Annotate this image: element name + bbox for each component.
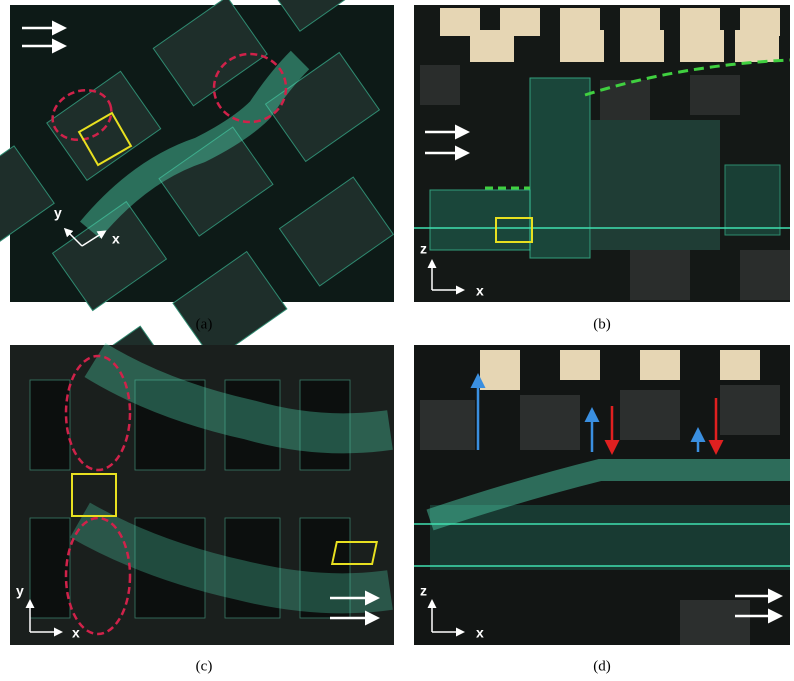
- caption: (a): [196, 316, 213, 332]
- axis-label: x: [476, 283, 484, 299]
- caption: (d): [593, 658, 611, 674]
- figure: y x (a) z x (b): [0, 0, 794, 681]
- axis-label: x: [476, 625, 484, 641]
- axis-label: z: [420, 241, 427, 257]
- panel-b: z x (b): [414, 5, 790, 332]
- axis-label: z: [420, 583, 427, 599]
- axis-label: x: [72, 625, 80, 641]
- panel-d: z x (d): [332, 345, 790, 674]
- axis-label: y: [54, 205, 62, 221]
- axis-label: x: [112, 231, 120, 247]
- axis-label: y: [16, 583, 24, 599]
- caption: (c): [196, 658, 213, 674]
- caption: (b): [593, 316, 611, 332]
- panel-c: y x (c): [10, 345, 394, 674]
